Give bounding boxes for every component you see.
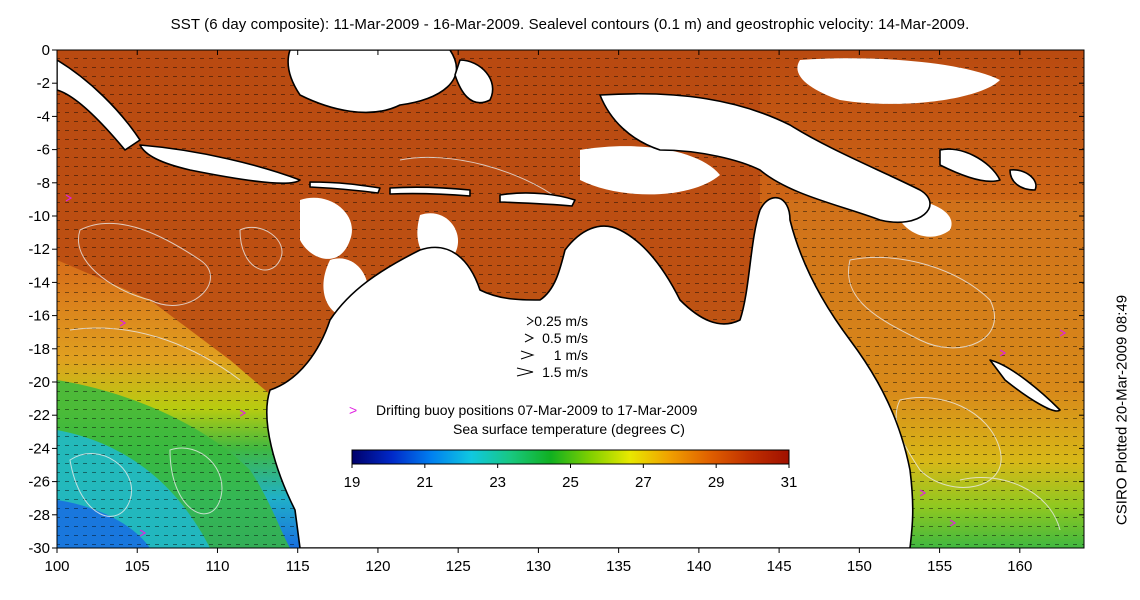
colorbar-tick-label: 31 [781, 474, 798, 491]
x-tick-label: 150 [847, 558, 872, 575]
y-tick-label: -8 [37, 175, 50, 192]
velocity-legend: 0.25 m/s0.5 m/s1 m/s1.5 m/s [516, 313, 588, 380]
colorbar-tick-label: 21 [416, 474, 433, 491]
y-tick-label: 0 [42, 42, 50, 59]
colorbar-tick-label: 29 [708, 474, 725, 491]
x-tick-label: 160 [1007, 558, 1032, 575]
colorbar-tick-label: 23 [489, 474, 506, 491]
colorbar-bar [351, 449, 790, 465]
sst-colorbar: Sea surface temperature (degrees C) 19 21… [344, 421, 798, 491]
x-tick-label: 135 [606, 558, 631, 575]
y-tick-label: -6 [37, 142, 50, 159]
x-tick-label: 145 [767, 558, 792, 575]
cloud-gaps [300, 58, 1000, 317]
x-tick-label: 125 [446, 558, 471, 575]
velocity-legend-label: 1.5 m/s [542, 364, 588, 380]
buoy-positions [65, 194, 1067, 537]
x-tick-label: 105 [125, 558, 150, 575]
y-tick-label: -12 [28, 241, 50, 258]
buoy-symbol: > [349, 402, 357, 418]
velocity-arrow [520, 350, 535, 360]
y-tick-label: -24 [28, 440, 50, 457]
x-tick-label: 130 [526, 558, 551, 575]
y-tick-label: -22 [28, 407, 50, 424]
y-tick-label: -20 [28, 374, 50, 391]
y-tick-label: -14 [28, 274, 50, 291]
y-tick-label: -10 [28, 208, 50, 225]
colorbar-title: Sea surface temperature (degrees C) [453, 421, 685, 437]
land-sulawesi [454, 59, 494, 104]
map-title: SST (6 day composite): 11-Mar-2009 - 16-… [170, 16, 970, 33]
x-tick-label: 115 [286, 558, 310, 575]
velocity-arrow [516, 367, 534, 377]
land-new-caledonia [989, 359, 1061, 412]
land-new-guinea [599, 93, 931, 224]
y-tick-label: -30 [28, 540, 50, 557]
land-java [139, 144, 301, 185]
x-tick-label: 120 [365, 558, 390, 575]
y-axis: 0 -2 -4 -6 -8 -10 -12 -14 -16 -18 -20 -22 -24 -26 -28 -… [28, 42, 1084, 557]
y-tick-label: -28 [28, 507, 50, 524]
colorbar-tick-label: 27 [635, 474, 652, 491]
y-tick-label: -26 [28, 474, 50, 491]
x-axis: 100 105 110 115 120 125 130 135 140 145 150 155 160 [44, 50, 1032, 575]
y-tick-label: -2 [37, 75, 50, 92]
x-tick-label: 100 [44, 558, 69, 575]
colorbar-tick-label: 25 [562, 474, 579, 491]
y-tick-label: -16 [28, 308, 50, 325]
plot-frame [56, 49, 1085, 549]
buoy-legend: > Drifting buoy positions 07-Mar-2009 to… [349, 402, 698, 418]
velocity-legend-label: 1 m/s [554, 347, 588, 363]
land-borneo [287, 50, 457, 114]
land-sumatra [57, 59, 141, 151]
buoy-legend-label: Drifting buoy positions 07-Mar-2009 to 1… [376, 402, 698, 418]
y-tick-label: -18 [28, 341, 50, 358]
x-tick-label: 110 [206, 558, 230, 575]
x-tick-label: 155 [927, 558, 952, 575]
velocity-arrow [524, 333, 535, 343]
velocity-legend-label: 0.5 m/s [542, 330, 588, 346]
velocity-legend-label: 0.25 m/s [534, 313, 588, 329]
land-timor [499, 192, 576, 207]
colorbar-tick-label: 19 [344, 474, 361, 491]
velocity-arrow [526, 316, 534, 326]
x-tick-label: 140 [686, 558, 711, 575]
y-tick-label: -4 [37, 108, 50, 125]
